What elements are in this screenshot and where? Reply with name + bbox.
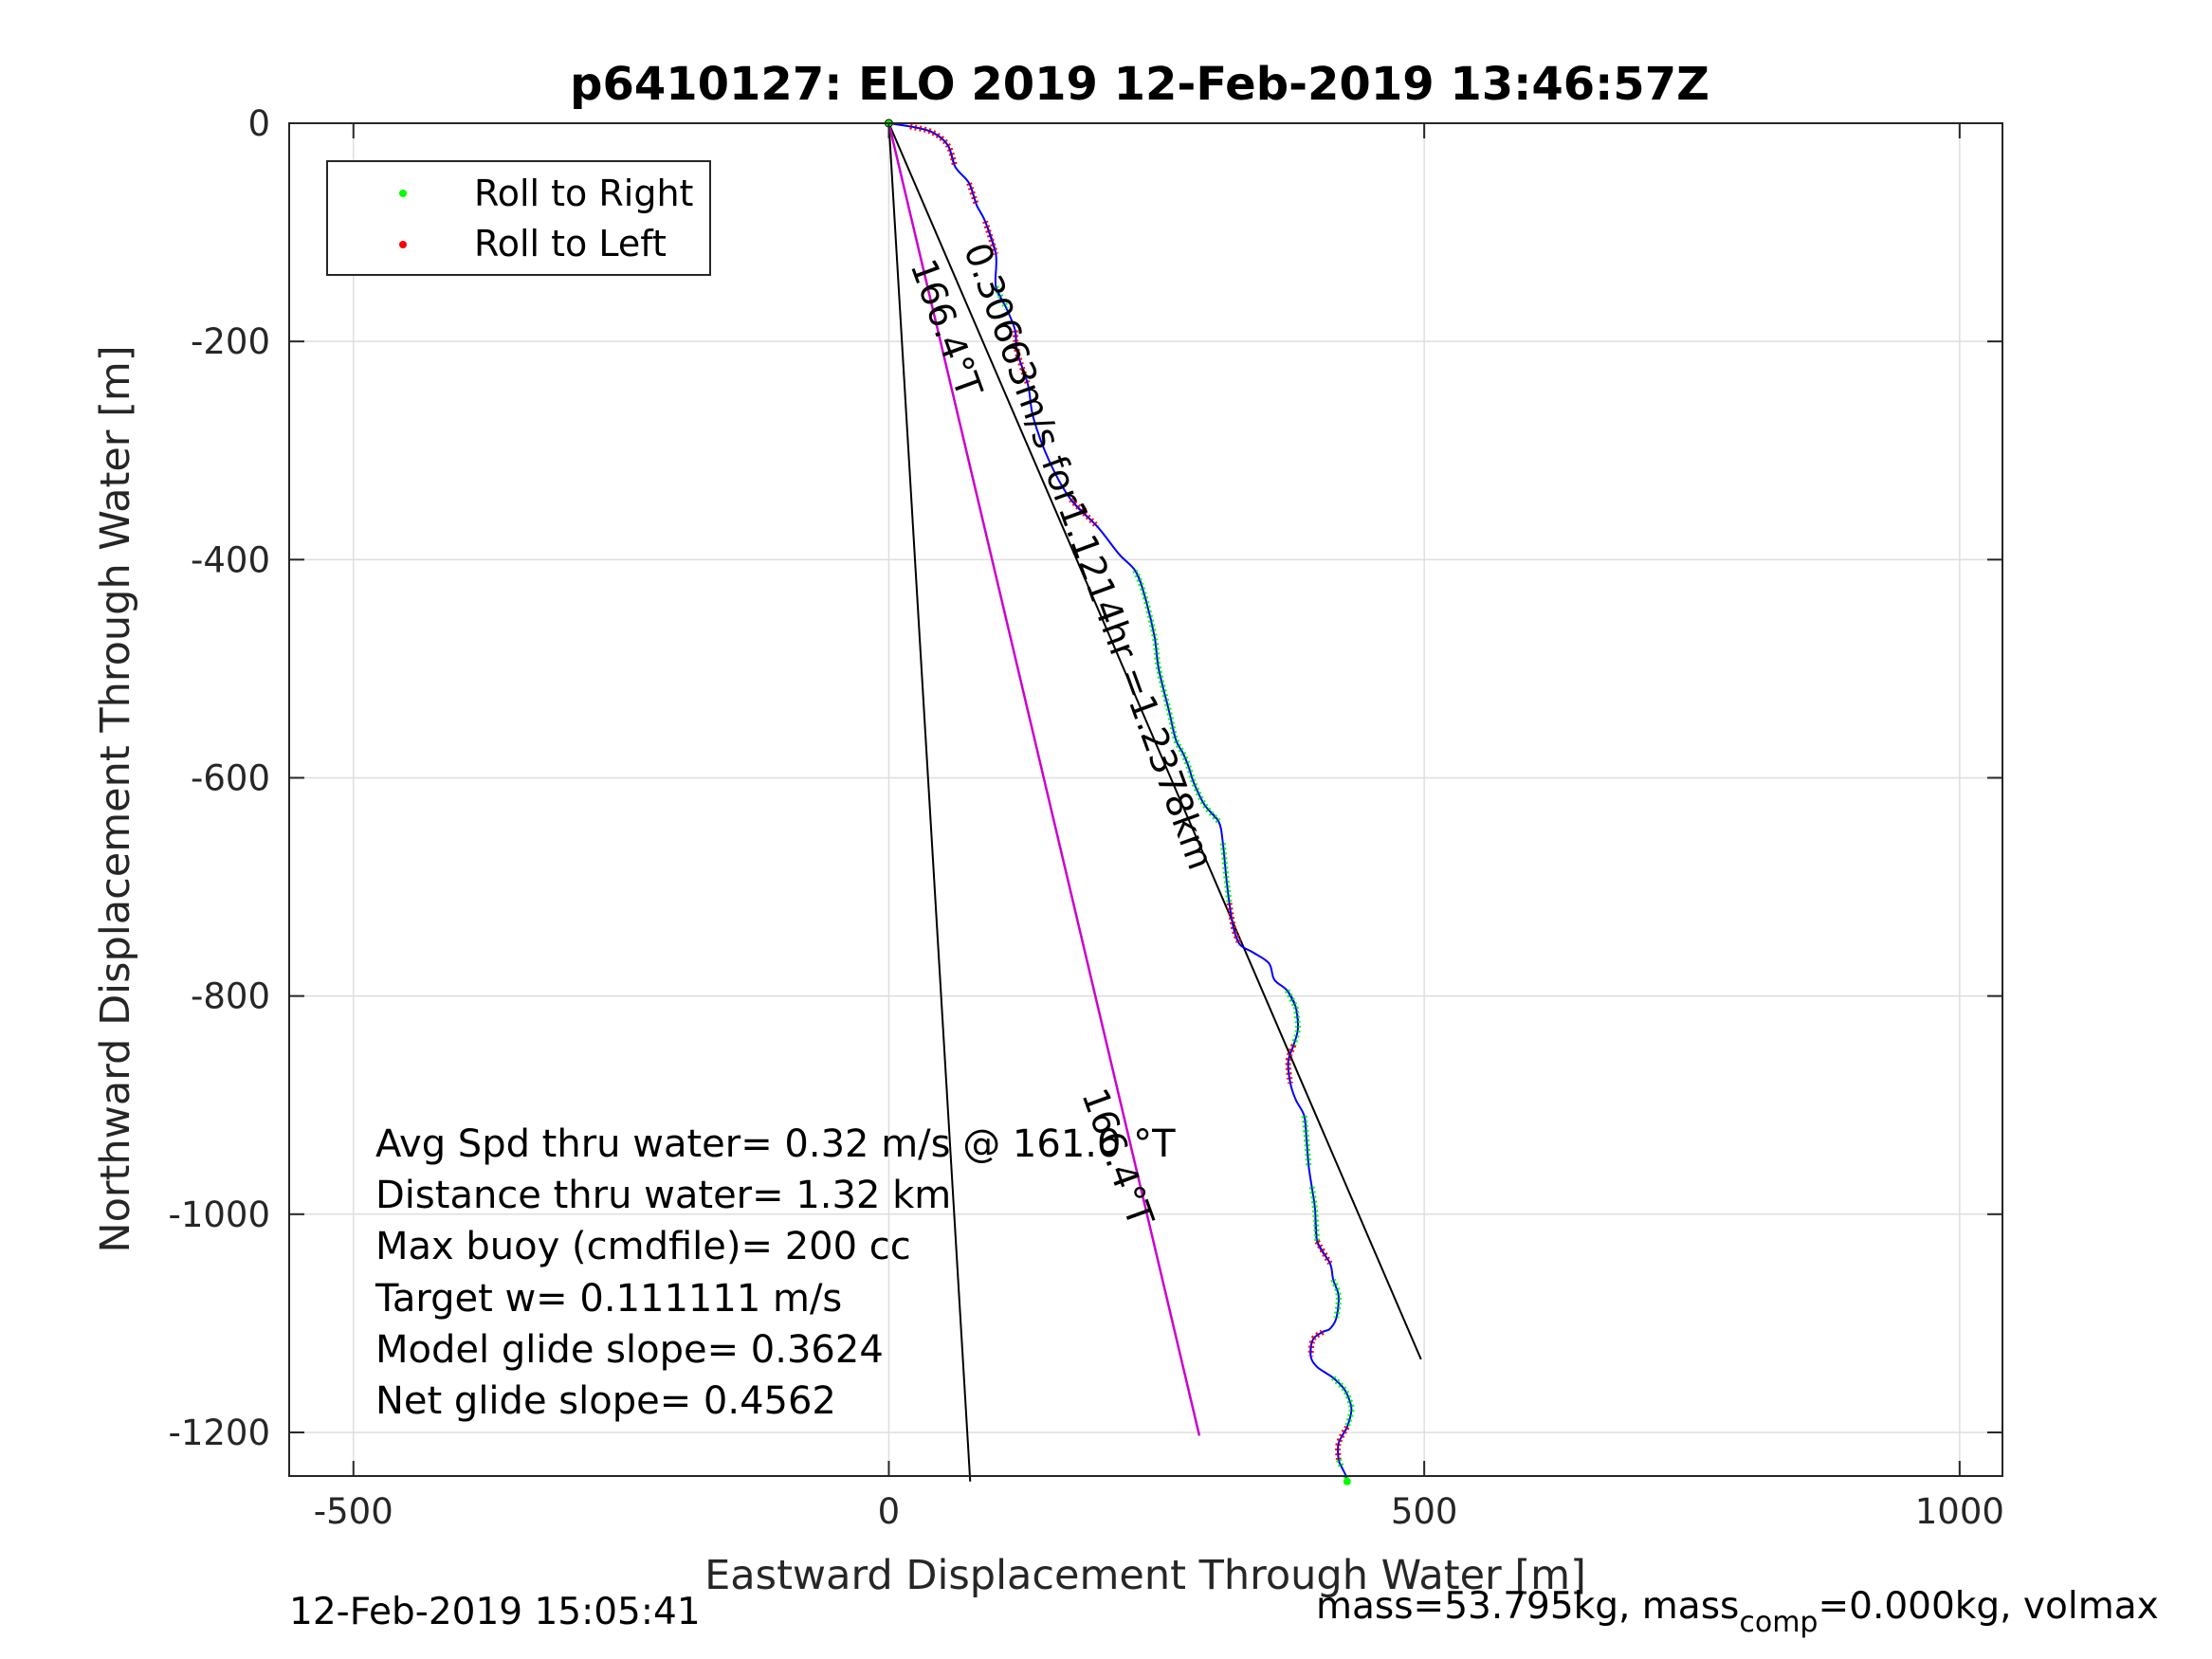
reference-line-0 [887,122,972,1482]
y-tick-label: -400 [191,539,270,580]
footer-mass: mass=53.795kg, masscomp=0.000kg, volmax [1316,1585,2159,1639]
track-overlay-segment [1287,990,1297,1008]
info-line-avg-speed: Avg Spd thru water= 0.32 m/s @ 161.0 °T [375,1122,1176,1166]
track-overlay-segment [1332,1377,1353,1428]
roll-right-segment [1330,1376,1355,1429]
track-overlay-segment [1228,902,1241,945]
footer-timestamp: 12-Feb-2019 15:05:41 [289,1591,701,1633]
x-tick-label: 500 [1391,1491,1458,1532]
track-overlay-segment [984,221,996,255]
legend-marker-roll-right [399,190,407,197]
info-line-max-buoy: Max buoy (cmdfile)= 200 cc [375,1225,911,1268]
legend-box [326,160,711,276]
x-axis-label: Eastward Displacement Through Water [m] [704,1552,1586,1599]
y-tick-label: -1200 [168,1413,270,1453]
footer-mass-part1: mass=53.795kg, mass [1316,1585,1739,1628]
track-overlay-segment [1292,1007,1299,1046]
ticks: -500 0 500 1000 0 -200 -400 -600 -800 -1000 -1200 [168,103,2003,1532]
axes-box [288,122,2003,1477]
x-tick-label: 0 [878,1491,901,1532]
track-overlay-segment [1338,1459,1343,1468]
info-line-model-glide: Model glide slope= 0.3624 [375,1328,884,1372]
info-text: Avg Spd thru water= 0.32 m/s @ 161.0 °T … [375,1122,1176,1423]
track-overlay-segment [1337,1426,1348,1460]
reference-line-1 [887,122,1422,1360]
info-line-net-glide: Net glide slope= 0.4562 [375,1379,836,1423]
track-overlay-segment [1309,1331,1324,1357]
y-tick-label: -200 [191,321,270,362]
annotation-label-1: 0.30663m/s for1.1214hr =1.2378km [956,237,1222,875]
track-overlay-segment [1304,1116,1309,1166]
track-overlay-segment [1332,1279,1340,1319]
track-overlay-segment [1310,1186,1318,1242]
footer-mass-sub: comp [1739,1606,1818,1639]
track-overlay-segment [1222,843,1231,903]
y-tick-label: -1000 [168,1194,270,1235]
track-overlay-segment [1288,1045,1294,1084]
info-line-distance: Distance thru water= 1.32 km [375,1174,951,1217]
track-end-point [1343,1477,1351,1486]
track-overlay-segment [1316,1241,1331,1264]
info-line-target-w: Target w= 0.111111 m/s [375,1277,842,1321]
track-overlay-segment [1134,570,1219,822]
footer-mass-part2: =0.000kg, volmax [1818,1585,2158,1628]
legend-label-roll-left: Roll to Left [474,223,667,264]
track-overlay-segment [909,125,957,168]
legend-label-roll-right: Roll to Right [474,173,693,214]
y-tick-label: -800 [191,976,270,1017]
x-tick-label: 1000 [1915,1491,2004,1532]
y-axis-label: Northward Displacement Through Water [m] [92,345,139,1252]
chart-title: p6410127: ELO 2019 12-Feb-2019 13:46:57Z [570,58,1709,111]
track-overlay-segment [1015,330,1029,386]
y-tick-label: -600 [191,757,270,798]
track-overlay-segment [968,183,978,206]
grid [289,122,2002,1476]
track-overlay-segment [995,286,1008,309]
plot-marks: 166.4°T0.30663m/s for1.1214hr =1.2378km1… [884,118,1422,1486]
legend-marker-roll-left [399,241,407,248]
x-tick-label: -500 [314,1491,393,1532]
roll-left-segment [1226,902,1243,946]
reference-line-2 [887,122,1201,1436]
track-overlay-segment [1070,499,1099,528]
legend: Roll to Right Roll to Left [326,160,711,276]
y-tick-label: 0 [247,103,270,144]
